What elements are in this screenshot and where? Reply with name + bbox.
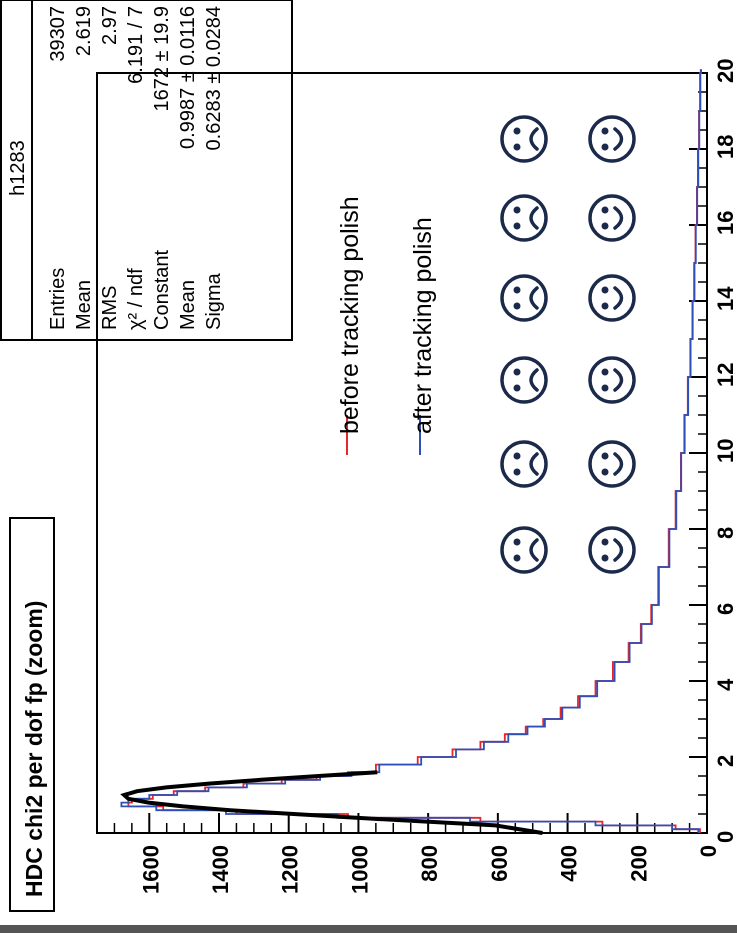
stats-row-label: χ² / ndf (125, 268, 147, 330)
happy-face-icon (588, 526, 636, 574)
stats-box (0, 0, 293, 341)
sad-face-icon (500, 440, 548, 488)
stats-row-value: 0.9987 ± 0.0116 (177, 6, 199, 149)
x-tick-label: 0 (713, 831, 737, 843)
y-tick-label: 600 (487, 845, 512, 882)
series-line-after (120, 69, 702, 833)
x-tick-label: 8 (713, 527, 737, 539)
sad-face-icon (500, 115, 548, 163)
series (120, 69, 702, 835)
stats-row-label: Mean (73, 280, 95, 330)
sad-face-icon (500, 356, 548, 404)
chart-title: HDC chi2 per dof fp (zoom) (21, 601, 47, 897)
x-tick-label: 10 (713, 439, 737, 463)
sad-face-icon (500, 194, 548, 242)
fit-curve (120, 770, 543, 835)
y-tick-label: 1200 (278, 845, 303, 894)
x-tick-label: 14 (713, 286, 737, 311)
chart-title-box: HDC chi2 per dof fp (zoom) (9, 517, 55, 912)
legend-label: after tracking polish (409, 217, 437, 434)
legend-label: before tracking polish (336, 196, 364, 434)
sad-face-icon (500, 274, 548, 322)
stats-row-label: RMS (99, 286, 121, 330)
x-tick-label: 6 (713, 603, 737, 615)
x-tick-label: 2 (713, 755, 737, 767)
x-tick-label: 4 (713, 678, 737, 691)
legend: before tracking polish after tracking pol… (336, 196, 437, 455)
y-tick-label: 200 (626, 845, 651, 882)
stats-row-label: Constant (151, 250, 173, 330)
stats-row-value: 39307 (47, 6, 69, 62)
x-tick-label: 16 (713, 211, 737, 235)
y-tick-label: 400 (557, 845, 582, 882)
y-tick-label: 1600 (138, 845, 163, 894)
stats-row-value: 6.191 / 7 (125, 6, 147, 84)
stats-row-value: 2.619 (73, 6, 95, 56)
stats-row-label: Mean (177, 280, 199, 330)
stats-row-label: Sigma (203, 272, 225, 330)
happy-face-icon (588, 356, 636, 404)
y-tick-label: 1400 (208, 845, 233, 894)
bottom-strip (0, 925, 737, 933)
sad-face-icon (500, 526, 548, 574)
x-tick-label: 18 (713, 135, 737, 159)
happy-face-icon (588, 440, 636, 488)
stats-box-frame (0, 0, 293, 341)
happy-face-icon (588, 274, 636, 322)
y-tick-label: 800 (417, 845, 442, 882)
stats-title: h1283 (7, 140, 29, 196)
happy-face-icon (588, 194, 636, 242)
happy-face-icon (588, 115, 636, 163)
faces-area (500, 115, 636, 574)
y-tick-label: 0 (696, 845, 721, 857)
stats-row-value: 2.97 (99, 6, 121, 45)
stats-text: h1283 Entries 39307 Mean 2.619 RMS 2.97 χ² / nd… (7, 0, 225, 340)
x-tick-label: 20 (713, 59, 737, 83)
axes: 0246810121416182002004006008001000120014… (96, 59, 737, 894)
y-tick-label: 1000 (347, 845, 372, 894)
stats-row-value: 1672 ± 19.9 (151, 6, 173, 112)
stats-row-value: 0.6283 ± 0.0284 (203, 6, 225, 150)
x-tick-label: 12 (713, 363, 737, 387)
stats-row-label: Entries (47, 268, 69, 330)
